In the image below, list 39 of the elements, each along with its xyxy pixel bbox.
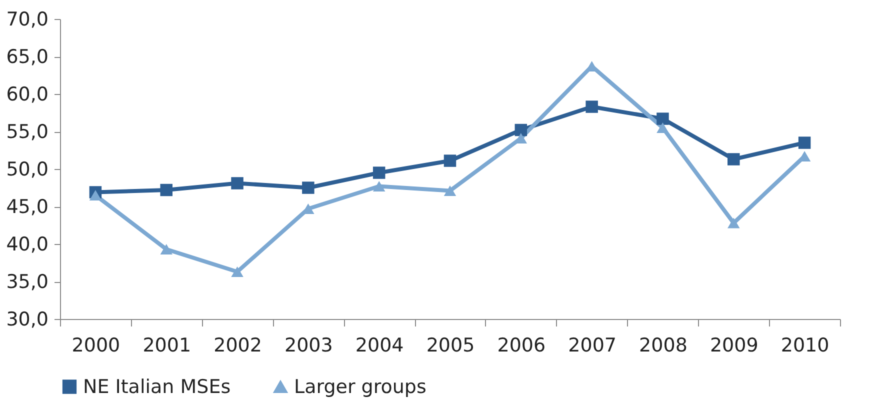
x-tick-label: 2008 [639,334,688,356]
point [160,184,172,196]
point [728,153,740,166]
x-tick-label: 2006 [497,334,546,356]
point [89,190,102,201]
y-tick-label: 50,0 [6,158,48,180]
point [160,244,172,255]
point [728,218,740,228]
point [586,100,598,113]
y-tick-label: 55,0 [6,121,48,143]
x-tick-label: 2003 [284,334,333,356]
y-tick-label: 65,0 [6,46,48,68]
y-tick-label: 35,0 [6,271,48,293]
point [231,266,244,278]
x-tick-label: 2010 [780,334,830,356]
point [231,177,244,190]
point [656,112,669,125]
point [444,185,456,196]
x-tick-label: 2007 [568,334,616,356]
point [302,182,314,194]
legend-label: NE Italian MSEs [83,376,231,398]
legend-label: Larger groups [294,376,426,398]
point [372,166,386,179]
y-tick-label: 40,0 [6,234,48,256]
y-tick-label: 30,0 [6,308,48,330]
x-tick-label: 2002 [214,334,262,356]
x-tick-label: 2000 [72,334,120,356]
y-tick-label: 45,0 [6,196,48,218]
y-tick-label: 60,0 [6,84,48,106]
x-tick-label: 2004 [355,334,404,356]
point [444,154,456,167]
point [372,180,386,192]
y-tick-label: 70,0 [6,8,48,30]
point [514,124,528,136]
x-tick-label: 2009 [710,334,758,356]
x-tick-label: 2001 [142,334,192,356]
point [656,122,669,134]
point [798,136,811,149]
x-tick-label: 2005 [426,334,475,356]
